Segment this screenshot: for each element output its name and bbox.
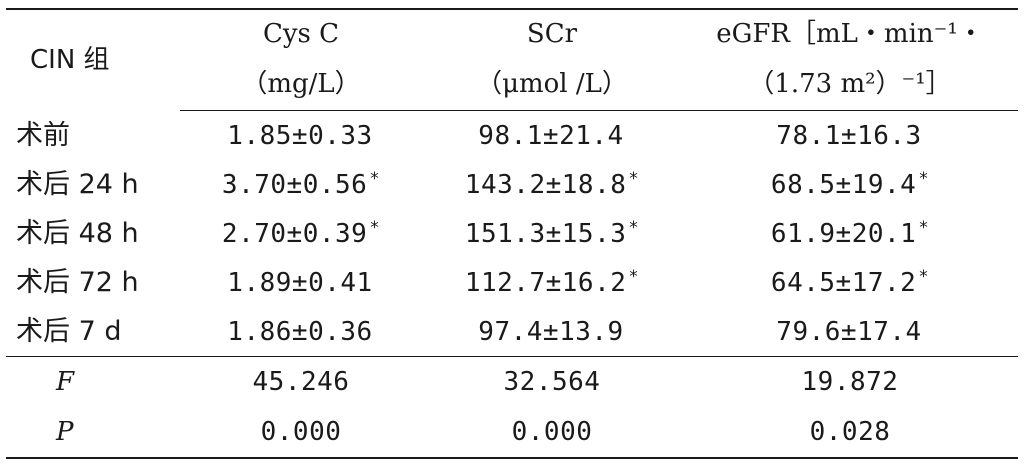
cell-value: 98.1±21.4	[478, 121, 624, 151]
col-header-egfr: eGFR［mL・min⁻¹・	[682, 8, 1018, 58]
col-header-cysc: Cys C	[180, 8, 422, 58]
header-row-names: CIN 组 Cys C SCr eGFR［mL・min⁻¹・	[6, 8, 1018, 111]
cell-cysc: 1.89±0.41	[180, 258, 422, 307]
cell-value: 68.5±19.4	[770, 170, 917, 200]
cell-value: 143.2±18.8	[464, 170, 627, 200]
col-unit-cysc: （mg/L）	[180, 58, 422, 111]
table-row: 术后 24 h 3.70±0.56 * 143.2±18.8 * 68.5±19.4…	[6, 160, 1018, 209]
cell-value: 97.4±13.9	[478, 317, 624, 347]
row-label: 术前	[16, 119, 70, 151]
cell-value: 78.1±16.3	[776, 121, 922, 151]
stat-label: P	[6, 407, 180, 459]
stat-row-p: P 0.000 0.000 0.028	[6, 407, 1018, 459]
cell-value: 79.6±17.4	[776, 317, 922, 347]
stat-value-egfr: 19.872	[801, 367, 899, 397]
header-row-units: （mg/L） （μmol /L） （1.73 m²）⁻¹］	[6, 58, 1018, 111]
significance-mark: *	[918, 169, 930, 189]
stat-value-cysc: 0.000	[180, 407, 422, 459]
col-header-scr: SCr	[422, 8, 682, 58]
table-row: 术后 48 h 2.70±0.39 * 151.3±15.3 * 61.9±20.1…	[6, 209, 1018, 258]
cell-cysc: 1.86±0.36	[180, 307, 422, 357]
significance-mark: *	[369, 218, 381, 238]
significance-mark: *	[918, 218, 930, 238]
cell-scr: 98.1±21.4	[422, 111, 682, 161]
cell-value: 3.70±0.56	[221, 170, 368, 200]
cell-egfr: 79.6±17.4	[682, 307, 1018, 357]
row-label: 术后 48 h	[16, 218, 139, 249]
col-unit-egfr: （1.73 m²）⁻¹］	[682, 58, 1018, 111]
stat-label: F	[56, 367, 75, 397]
stat-value-scr: 0.000	[422, 407, 682, 459]
significance-mark: *	[628, 218, 640, 238]
cell-egfr: 78.1±16.3	[682, 111, 1018, 161]
cell-cysc: 3.70±0.56 *	[180, 160, 422, 209]
significance-mark: *	[628, 169, 640, 189]
cell-scr: 97.4±13.9	[422, 307, 682, 357]
table-row: 术后 7 d 1.86±0.36 97.4±13.9 79.6±17.4	[6, 307, 1018, 357]
significance-mark: *	[369, 169, 381, 189]
cell-value: 1.89±0.41	[227, 268, 373, 298]
cell-value: 1.86±0.36	[227, 317, 373, 347]
cell-value: 61.9±20.1	[770, 219, 917, 249]
cin-results-table: CIN 组 Cys C SCr eGFR［mL・min⁻¹・ （mg/L） （μ…	[6, 8, 1018, 459]
cell-egfr: 68.5±19.4 *	[682, 160, 1018, 209]
row-label: 术后 24 h	[16, 169, 139, 200]
table-row: 术前 1.85±0.33 98.1±21.4 78.1±16.3	[6, 111, 1018, 161]
table-row: 术后 72 h 1.89±0.41 112.7±16.2 * 64.5±17.2 *	[6, 258, 1018, 307]
cell-value: 2.70±0.39	[221, 219, 368, 249]
cell-scr: 112.7±16.2 *	[422, 258, 682, 307]
cell-value: 112.7±16.2	[464, 268, 627, 298]
stat-value-cysc: 45.246	[252, 367, 350, 397]
group-header: CIN 组	[6, 8, 180, 111]
row-label: 术后 72 h	[16, 267, 139, 298]
cell-value: 64.5±17.2	[770, 268, 917, 298]
significance-mark: *	[628, 267, 640, 287]
row-label: 术后 7 d	[6, 307, 180, 357]
cell-value: 1.85±0.33	[227, 121, 373, 151]
stat-row-f: F 45.246 32.564 19.872	[6, 357, 1018, 408]
stat-value-egfr: 0.028	[682, 407, 1018, 459]
cell-egfr: 61.9±20.1 *	[682, 209, 1018, 258]
cell-egfr: 64.5±17.2 *	[682, 258, 1018, 307]
data-table-container: CIN 组 Cys C SCr eGFR［mL・min⁻¹・ （mg/L） （μ…	[6, 8, 1018, 459]
stat-value-scr: 32.564	[503, 367, 601, 397]
significance-mark: *	[918, 267, 930, 287]
col-unit-scr: （μmol /L）	[422, 58, 682, 111]
cell-value: 151.3±15.3	[464, 219, 627, 249]
cell-cysc: 1.85±0.33	[180, 111, 422, 161]
cell-scr: 151.3±15.3 *	[422, 209, 682, 258]
cell-cysc: 2.70±0.39 *	[180, 209, 422, 258]
cell-scr: 143.2±18.8 *	[422, 160, 682, 209]
